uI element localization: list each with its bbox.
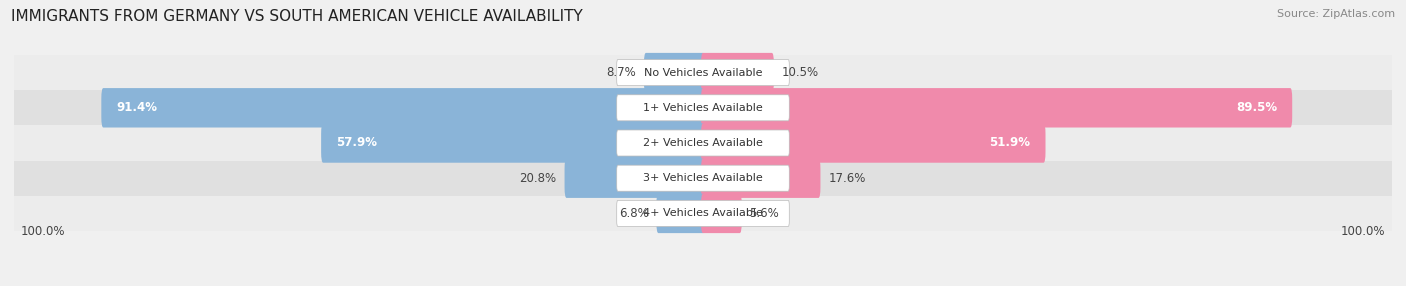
FancyBboxPatch shape xyxy=(617,165,789,191)
FancyBboxPatch shape xyxy=(702,194,742,233)
Bar xyxy=(14,90,1392,125)
Bar xyxy=(14,125,1392,161)
Bar xyxy=(14,161,1392,196)
Text: 1+ Vehicles Available: 1+ Vehicles Available xyxy=(643,103,763,113)
Text: 2+ Vehicles Available: 2+ Vehicles Available xyxy=(643,138,763,148)
Text: No Vehicles Available: No Vehicles Available xyxy=(644,67,762,78)
Text: 8.7%: 8.7% xyxy=(606,66,636,79)
Text: 91.4%: 91.4% xyxy=(117,101,157,114)
Text: 10.5%: 10.5% xyxy=(782,66,818,79)
Bar xyxy=(14,196,1392,231)
Bar xyxy=(14,55,1392,90)
FancyBboxPatch shape xyxy=(321,123,704,163)
Text: 5.6%: 5.6% xyxy=(749,207,779,220)
Text: 4+ Vehicles Available: 4+ Vehicles Available xyxy=(643,208,763,219)
Text: 100.0%: 100.0% xyxy=(1341,225,1385,238)
Text: 57.9%: 57.9% xyxy=(336,136,377,150)
Text: IMMIGRANTS FROM GERMANY VS SOUTH AMERICAN VEHICLE AVAILABILITY: IMMIGRANTS FROM GERMANY VS SOUTH AMERICA… xyxy=(11,9,583,23)
Text: 100.0%: 100.0% xyxy=(21,225,65,238)
Text: 17.6%: 17.6% xyxy=(828,172,866,185)
FancyBboxPatch shape xyxy=(702,53,773,92)
Text: 89.5%: 89.5% xyxy=(1236,101,1277,114)
FancyBboxPatch shape xyxy=(617,95,789,121)
Text: Source: ZipAtlas.com: Source: ZipAtlas.com xyxy=(1277,9,1395,19)
FancyBboxPatch shape xyxy=(101,88,704,128)
FancyBboxPatch shape xyxy=(565,158,704,198)
FancyBboxPatch shape xyxy=(702,88,1292,128)
Text: 6.8%: 6.8% xyxy=(619,207,648,220)
Text: 20.8%: 20.8% xyxy=(520,172,557,185)
Text: 3+ Vehicles Available: 3+ Vehicles Available xyxy=(643,173,763,183)
Text: 51.9%: 51.9% xyxy=(990,136,1031,150)
Legend: Immigrants from Germany, South American: Immigrants from Germany, South American xyxy=(550,283,856,286)
FancyBboxPatch shape xyxy=(702,158,821,198)
FancyBboxPatch shape xyxy=(644,53,704,92)
FancyBboxPatch shape xyxy=(617,59,789,86)
FancyBboxPatch shape xyxy=(617,130,789,156)
FancyBboxPatch shape xyxy=(617,200,789,227)
FancyBboxPatch shape xyxy=(702,123,1046,163)
FancyBboxPatch shape xyxy=(657,194,704,233)
